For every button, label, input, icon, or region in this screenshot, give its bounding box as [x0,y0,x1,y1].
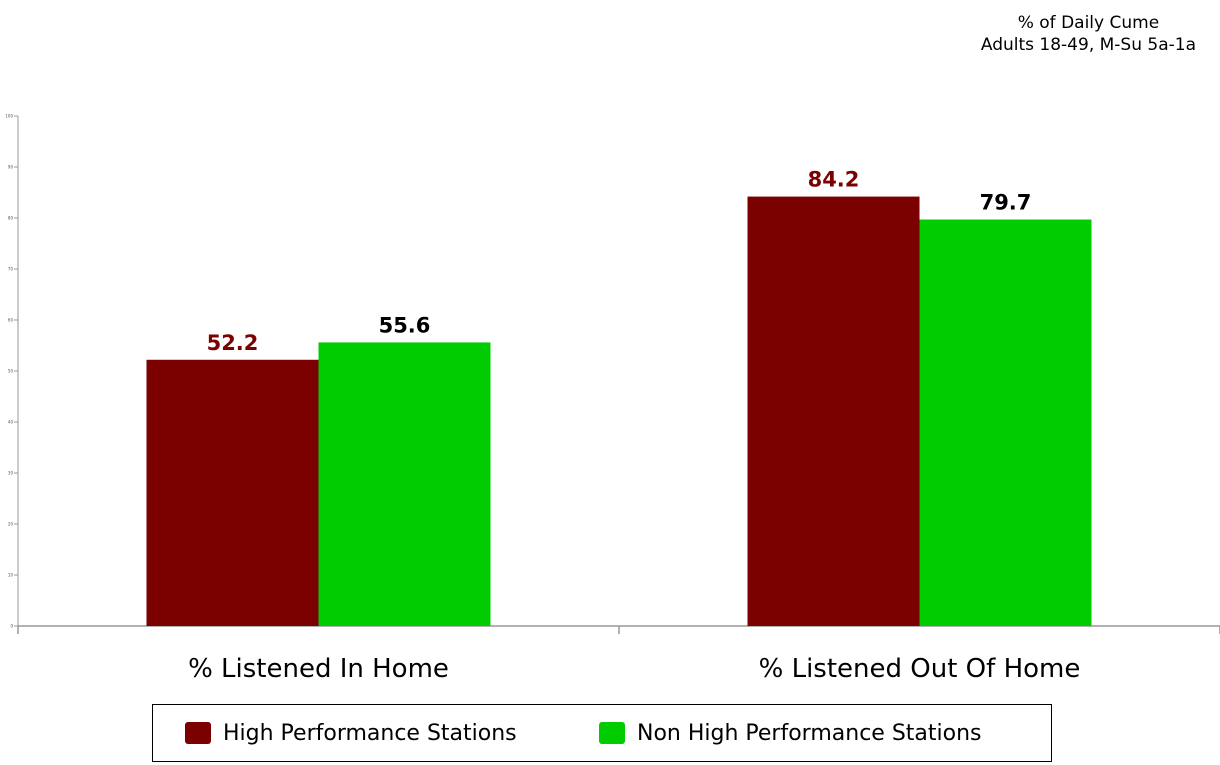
data-label-non-high-0: 55.6 [379,313,431,337]
y-tick-label: 40 [8,420,14,425]
y-axis: 0 10 20 30 40 50 60 70 80 90 100 [5,114,19,629]
y-tick-label: 100 [5,114,13,119]
bar-non-high-1 [919,219,1092,626]
y-tick-label: 60 [8,318,14,323]
bars [146,196,1092,626]
data-labels: 52.2 55.6 84.2 79.7 [207,168,1032,355]
y-tick-label: 30 [8,471,14,476]
chart-subtitle: % of Daily Cume Adults 18-49, M-Su 5a-1a [981,12,1196,56]
y-tick-label: 90 [8,165,14,170]
bar-high-0 [146,359,319,626]
x-axis [17,625,1220,634]
data-label-non-high-1: 79.7 [980,191,1032,215]
legend-item-high: High Performance Stations [185,719,517,747]
legend-label-high: High Performance Stations [223,720,517,746]
bar-non-high-0 [318,342,491,626]
bar-high-1 [747,196,920,626]
data-label-high-1: 84.2 [808,168,860,192]
y-tick-label: 0 [10,624,13,629]
y-tick-label: 70 [8,267,14,272]
legend-swatch-non-high [599,722,625,744]
category-labels: % Listened In Home % Listened Out Of Home [188,654,1080,684]
y-tick-label: 80 [8,216,14,221]
subtitle-line-1: % of Daily Cume [1017,13,1160,33]
data-label-high-0: 52.2 [207,331,259,355]
y-tick-label: 50 [8,369,14,374]
y-tick-label: 20 [8,522,14,527]
category-label-1: % Listened Out Of Home [759,654,1081,684]
subtitle-line-2: Adults 18-49, M-Su 5a-1a [980,35,1196,55]
legend: High Performance Stations Non High Perfo… [152,704,1052,762]
legend-item-non-high: Non High Performance Stations [599,719,982,747]
category-label-0: % Listened In Home [188,654,449,684]
legend-swatch-high [185,722,211,744]
legend-label-non-high: Non High Performance Stations [637,720,982,746]
y-tick-label: 10 [8,573,14,578]
